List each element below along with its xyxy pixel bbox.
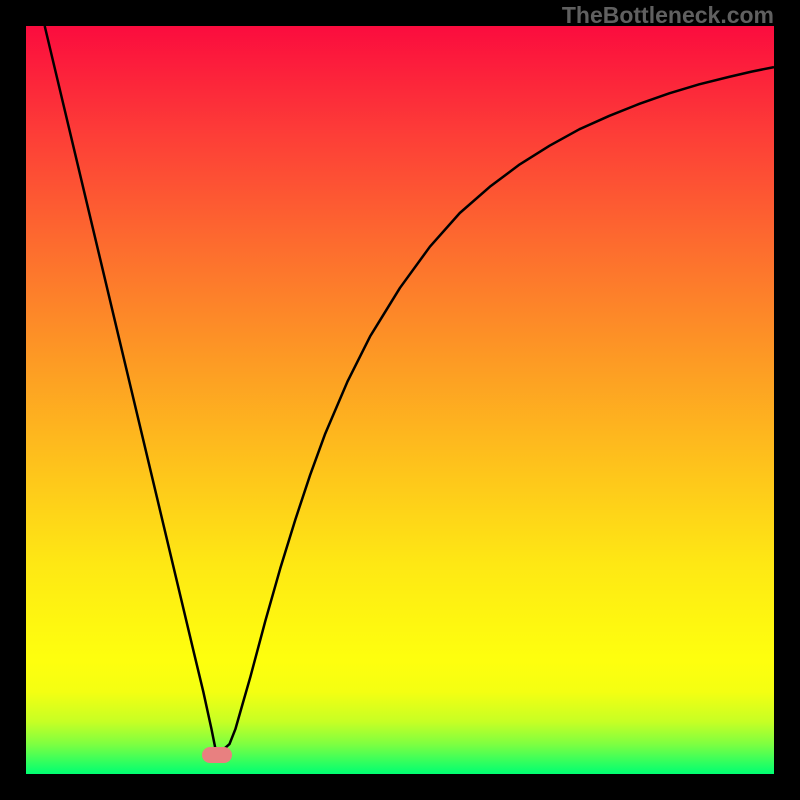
- plot-area: [26, 26, 774, 774]
- watermark-text: TheBottleneck.com: [562, 2, 774, 29]
- bottleneck-curve: [45, 26, 774, 755]
- optimal-marker: [202, 747, 232, 763]
- curve-layer: [26, 26, 774, 774]
- chart-container: TheBottleneck.com: [0, 0, 800, 800]
